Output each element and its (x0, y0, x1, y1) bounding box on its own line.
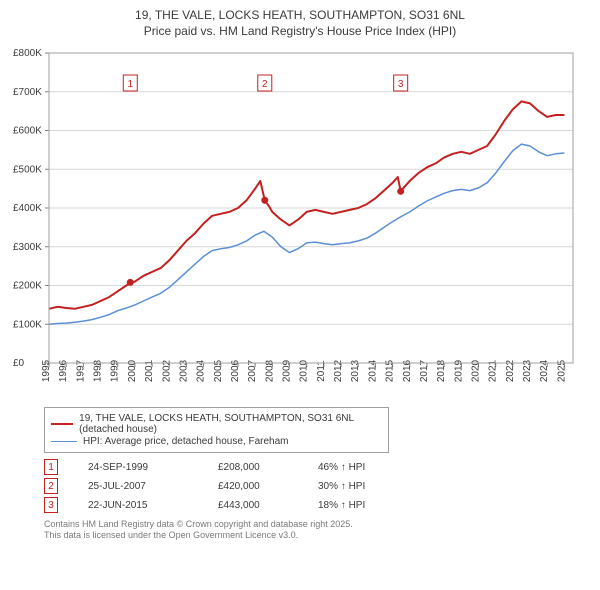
sale-markers-table: 1 24-SEP-1999£208,00046% ↑ HPI 2 25-JUL-200… (44, 459, 587, 513)
sale-marker-date: 25-JUL-2007 (88, 481, 218, 492)
sale-marker-note: 18% ↑ HPI (318, 500, 365, 511)
footnote-line-1: Contains HM Land Registry data © Crown c… (44, 519, 587, 530)
legend-item: HPI: Average price, detached house, Fare… (51, 436, 382, 447)
svg-text:£600K: £600K (13, 126, 42, 137)
svg-text:£700K: £700K (13, 87, 42, 98)
svg-text:£300K: £300K (13, 242, 42, 253)
title-line-1: 19, THE VALE, LOCKS HEATH, SOUTHAMPTON, … (8, 8, 592, 24)
legend-swatch (51, 423, 73, 425)
svg-text:3: 3 (398, 79, 404, 90)
sale-marker-price: £443,000 (218, 500, 318, 511)
legend-label: HPI: Average price, detached house, Fare… (83, 436, 289, 447)
sale-marker-note: 46% ↑ HPI (318, 462, 365, 473)
legend-swatch (51, 441, 77, 442)
svg-text:£100K: £100K (13, 319, 42, 330)
svg-text:1: 1 (127, 79, 133, 90)
footnote-line-2: This data is licensed under the Open Gov… (44, 530, 587, 541)
sale-marker-row: 3 22-JUN-2015£443,00018% ↑ HPI (44, 497, 587, 513)
footnote: Contains HM Land Registry data © Crown c… (44, 519, 587, 542)
title-line-2: Price paid vs. HM Land Registry's House … (8, 24, 592, 40)
chart-plot: £0 £100K £200K £300K £400K £500K £600K £700K £80… (13, 45, 578, 405)
sale-marker-badge: 3 (44, 497, 58, 513)
legend: 19, THE VALE, LOCKS HEATH, SOUTHAMPTON, … (44, 407, 389, 453)
sale-marker-badge: 1 (44, 459, 58, 475)
svg-text:£800K: £800K (13, 48, 42, 59)
svg-text:£500K: £500K (13, 164, 42, 175)
chart-title: 19, THE VALE, LOCKS HEATH, SOUTHAMPTON, … (8, 8, 592, 39)
chart-svg: £0 £100K £200K £300K £400K £500K £600K £700K £80… (13, 45, 578, 405)
legend-label: 19, THE VALE, LOCKS HEATH, SOUTHAMPTON, … (79, 413, 382, 435)
svg-text:2: 2 (262, 79, 268, 90)
svg-text:£0: £0 (13, 358, 25, 369)
sale-marker-date: 24-SEP-1999 (88, 462, 218, 473)
sale-marker-date: 22-JUN-2015 (88, 500, 218, 511)
sale-marker-row: 2 25-JUL-2007£420,00030% ↑ HPI (44, 478, 587, 494)
chart-container: 19, THE VALE, LOCKS HEATH, SOUTHAMPTON, … (0, 0, 600, 550)
sale-marker-badge: 2 (44, 478, 58, 494)
svg-text:£400K: £400K (13, 203, 42, 214)
sale-marker-price: £420,000 (218, 481, 318, 492)
sale-marker-price: £208,000 (218, 462, 318, 473)
svg-text:£200K: £200K (13, 281, 42, 292)
legend-item: 19, THE VALE, LOCKS HEATH, SOUTHAMPTON, … (51, 413, 382, 435)
sale-marker-note: 30% ↑ HPI (318, 481, 365, 492)
sale-marker-row: 1 24-SEP-1999£208,00046% ↑ HPI (44, 459, 587, 475)
